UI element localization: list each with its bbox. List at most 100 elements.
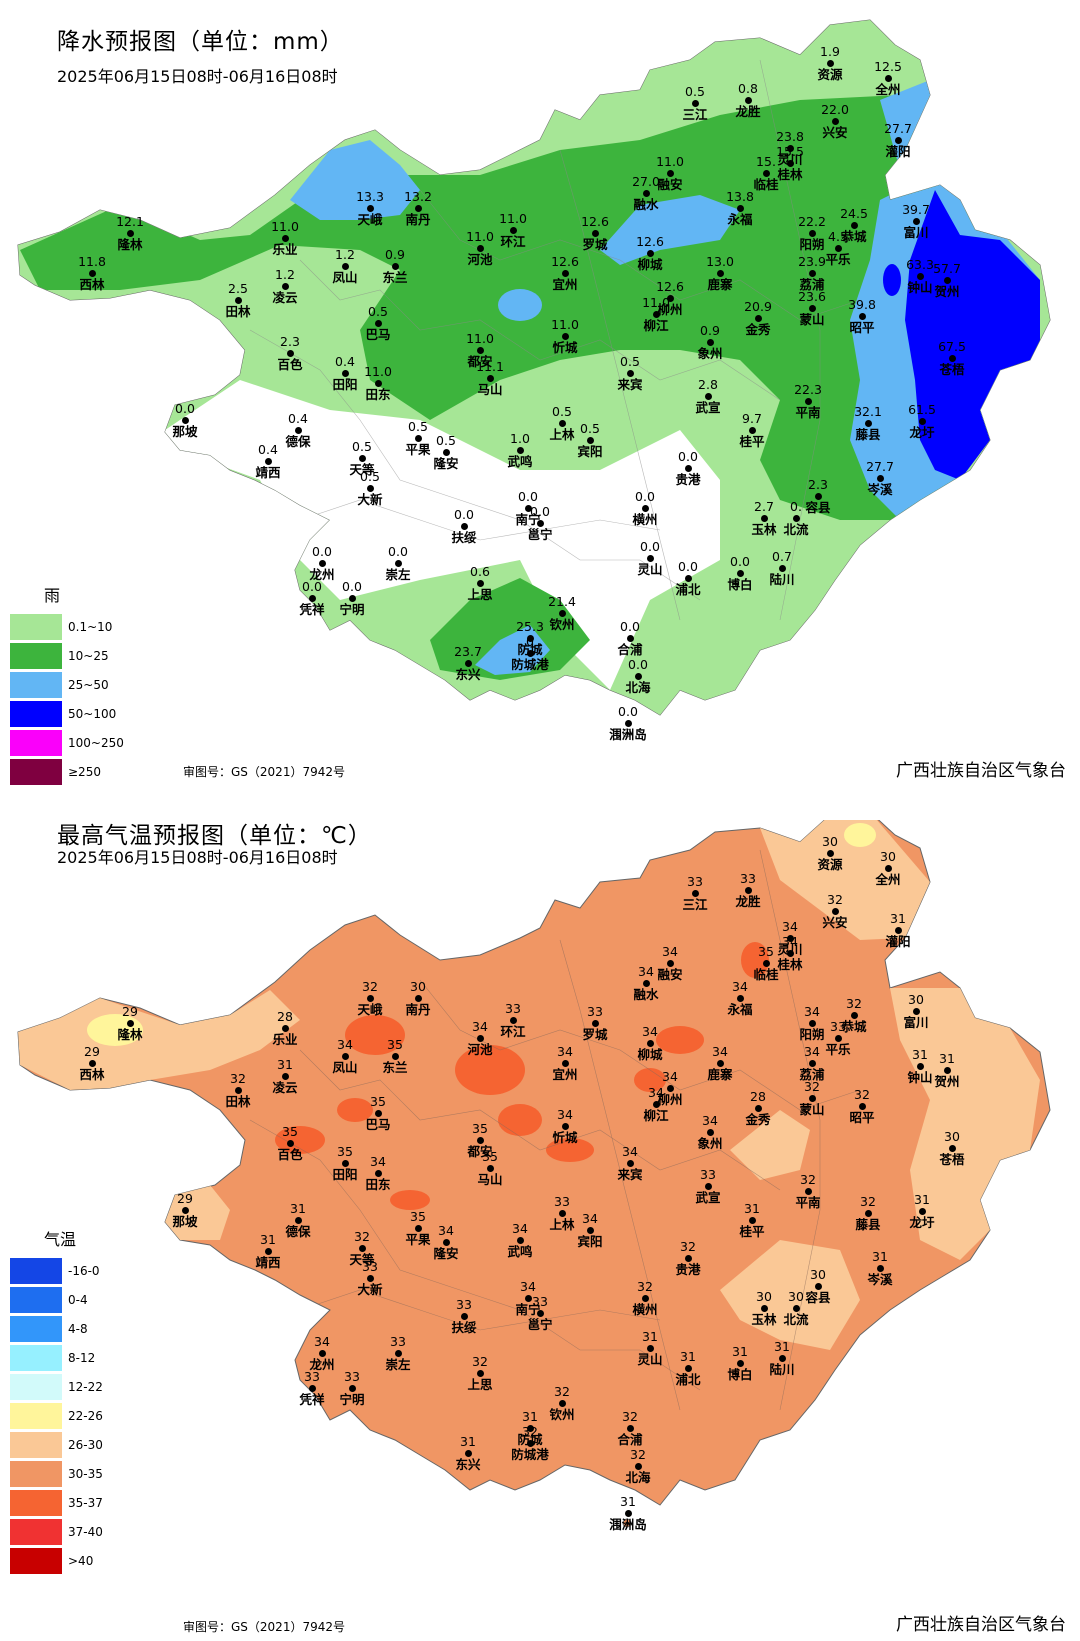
station-marker: 0.5 来宾	[610, 355, 650, 392]
station-marker: 34 荔浦	[792, 1045, 832, 1082]
station-value: 29	[84, 1044, 100, 1059]
station-marker: 0.5 巴马	[358, 305, 398, 342]
station-value: 32	[860, 1194, 876, 1209]
rain-map-title: 降水预报图（单位：mm）	[57, 29, 344, 55]
station-marker: 33 大新	[350, 1260, 390, 1297]
station-dot-icon	[646, 250, 654, 257]
station-marker: 34 龙州	[302, 1335, 342, 1372]
legend-swatch	[10, 1286, 62, 1313]
station-name: 灌阳	[885, 144, 911, 159]
station-dot-icon	[834, 245, 842, 252]
station-name: 巴马	[365, 1117, 391, 1132]
station-dot-icon	[366, 485, 374, 492]
station-name: 南丹	[405, 212, 431, 227]
rain-zone-moderate-south	[430, 578, 590, 680]
station-value: 0.8	[738, 81, 758, 96]
station-value: 30	[810, 1267, 826, 1282]
rain-zone-torrential-dot	[883, 264, 901, 296]
station-marker: 11.0 融安	[650, 155, 690, 192]
station-dot-icon	[642, 980, 650, 987]
station-marker: 11.0 都安	[460, 332, 500, 369]
station-marker: 0.0 涠洲岛	[608, 705, 648, 742]
station-dot-icon	[591, 1020, 599, 1027]
station-marker: 0.0 凭祥	[292, 580, 332, 617]
station-name: 崇左	[385, 1357, 411, 1372]
station-name: 凭祥	[299, 1392, 325, 1407]
station-name: 岑溪	[867, 482, 893, 497]
station-name: 平南	[795, 1195, 821, 1210]
station-dot-icon	[281, 283, 289, 290]
station-dot-icon	[476, 1035, 484, 1042]
station-dot-icon	[318, 560, 326, 567]
station-name: 天峨	[357, 1002, 383, 1017]
station-value: 34	[662, 1069, 678, 1084]
legend-swatch	[10, 1547, 62, 1574]
station-value: 4.5	[828, 229, 848, 244]
station-value: 12.1	[116, 214, 144, 229]
station-value: 32	[554, 1384, 570, 1399]
station-value: 34	[732, 979, 748, 994]
station-name: 三江	[682, 897, 708, 912]
station-marker: 33 上林	[542, 1195, 582, 1232]
station-marker: 12.6 柳州	[650, 280, 690, 317]
station-dot-icon	[943, 1067, 951, 1074]
legend-row: 12-22	[10, 1372, 103, 1401]
legend-label: 8-12	[68, 1350, 96, 1365]
station-name: 苍梧	[939, 362, 965, 377]
station-name: 涠洲岛	[609, 727, 647, 742]
station-value: 0.5	[360, 469, 380, 484]
legend-label: >40	[68, 1553, 94, 1568]
station-name: 柳城	[637, 257, 663, 272]
station-value: 27.7	[866, 459, 894, 474]
station-value: 11.0	[656, 154, 684, 169]
station-value: 11.0	[499, 211, 527, 226]
station-name: 融水	[633, 987, 659, 1002]
station-dot-icon	[786, 935, 794, 942]
station-name: 大新	[357, 1282, 383, 1297]
station-name: 贺州	[934, 284, 960, 299]
station-value: 30	[908, 992, 924, 1007]
rain-zone-heavy-blob	[498, 289, 542, 321]
station-value: 0.0	[730, 554, 750, 569]
station-dot-icon	[558, 1400, 566, 1407]
station-name: 环江	[500, 234, 526, 249]
station-dot-icon	[476, 245, 484, 252]
station-name: 上林	[549, 427, 575, 442]
station-dot-icon	[884, 75, 892, 82]
station-value: 31	[290, 1201, 306, 1216]
station-name: 玉林	[751, 522, 777, 537]
station-name: 防城	[510, 1433, 550, 1447]
station-value: 30	[788, 1289, 804, 1304]
station-marker: 34 鹿寨	[700, 1045, 740, 1082]
station-dot-icon	[916, 273, 924, 280]
station-marker: 32.1 藤县	[848, 405, 888, 442]
station-value: 0.7	[772, 549, 792, 564]
station-value: 11.1	[476, 359, 504, 374]
station-name: 隆林	[117, 1027, 143, 1042]
station-dot-icon	[286, 350, 294, 357]
station-marker: 33 武宣	[688, 1168, 728, 1205]
station-marker: 32 藤县	[848, 1195, 888, 1232]
station-name: 凌云	[272, 1080, 298, 1095]
station-name: 横州	[632, 512, 658, 527]
station-marker: 61.5 龙圩	[902, 403, 942, 440]
station-dot-icon	[716, 1060, 724, 1067]
legend-row: ≥250	[10, 757, 124, 786]
station-name: 西林	[79, 1067, 105, 1082]
station-value: 32	[354, 1229, 370, 1244]
station-value: 31	[522, 1409, 538, 1424]
station-marker: 0.4 靖西	[248, 443, 288, 480]
station-marker: 33 扶绥	[444, 1298, 484, 1335]
station-name: 贵港	[675, 1262, 701, 1277]
legend-swatch	[10, 1489, 62, 1516]
station-value: 0.9	[700, 323, 720, 338]
station-value: 31	[774, 1339, 790, 1354]
temp-map-date-range: 2025年06月15日08时-06月16日08时	[57, 848, 338, 867]
station-name: 桂林	[777, 957, 803, 972]
station-value: 0.0	[635, 489, 655, 504]
station-value: 0.0	[678, 449, 698, 464]
legend-row: 35-37	[10, 1488, 103, 1517]
station-dot-icon	[736, 995, 744, 1002]
legend-row: 0.1~10	[10, 612, 124, 641]
station-marker: 0.5 上林	[542, 405, 582, 442]
